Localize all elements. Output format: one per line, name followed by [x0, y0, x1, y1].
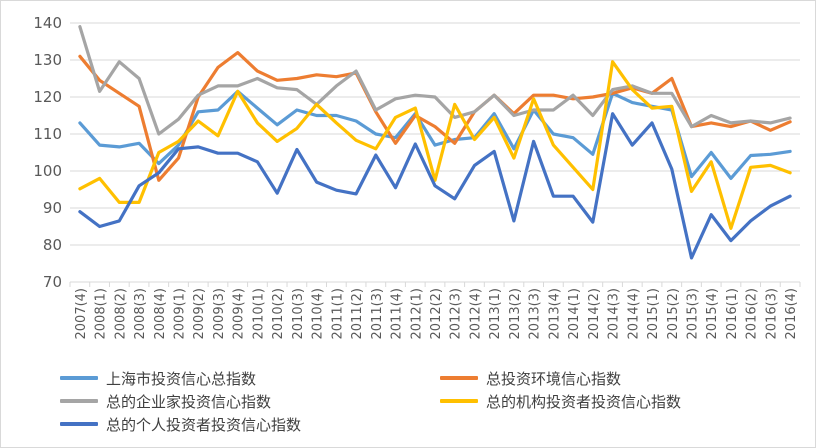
y-tick-label: 90 [43, 199, 62, 217]
x-tick-label: 2008(3) [133, 288, 148, 340]
x-tick-label: 2011(3) [370, 288, 385, 340]
x-tick-label: 2009(1) [173, 288, 188, 340]
x-tick-label: 2008(2) [113, 288, 128, 340]
x-tick-label: 2014(4) [626, 288, 641, 340]
x-tick-label: 2014(3) [607, 288, 622, 340]
series-line-2 [78, 25, 792, 136]
y-tick-label: 140 [33, 14, 62, 32]
x-tick-label: 2016(2) [745, 288, 760, 340]
x-tick-label: 2011(2) [350, 288, 365, 340]
y-tick-label: 80 [43, 236, 62, 254]
x-tick-label: 2010(1) [251, 288, 266, 340]
x-tick-label: 2012(3) [449, 288, 464, 340]
x-tick-label: 2012(4) [468, 288, 483, 340]
x-tick-label: 2015(4) [705, 288, 720, 340]
y-tick-label: 100 [33, 162, 62, 180]
x-tick-label: 2012(2) [429, 288, 444, 340]
x-tick-label: 2009(3) [212, 288, 227, 340]
x-tick-label: 2016(3) [764, 288, 779, 340]
x-tick-label: 2014(1) [567, 288, 582, 340]
y-tick-label: 130 [33, 51, 62, 69]
x-tick-label: 2016(1) [725, 288, 740, 340]
x-tick-label: 2012(1) [409, 288, 424, 340]
x-tick-label: 2008(4) [153, 288, 168, 340]
y-tick-label: 110 [33, 125, 62, 143]
x-tick-label: 2013(1) [488, 288, 503, 340]
series-line-4 [78, 112, 792, 260]
x-tick-label: 2016(4) [784, 288, 799, 340]
x-tick-label: 2008(1) [94, 288, 109, 340]
series-line-3 [78, 60, 792, 230]
x-tick-label: 2011(4) [390, 288, 405, 340]
x-tick-label: 2015(1) [646, 288, 661, 340]
x-tick-label: 2014(2) [587, 288, 602, 340]
x-tick-label: 2015(3) [685, 288, 700, 340]
y-axis-tick-labels: 70 80 90 100 110 120 130 140 [33, 14, 62, 291]
x-tick-label: 2015(2) [666, 288, 681, 340]
x-tick-label: 2011(1) [330, 288, 345, 340]
x-tick-label: 2010(4) [311, 288, 326, 340]
x-tick-label: 2013(3) [528, 288, 543, 340]
x-tick-label: 2010(3) [291, 288, 306, 340]
y-tick-label: 70 [43, 273, 62, 291]
x-tick-label: 2009(4) [232, 288, 247, 340]
x-tick-label: 2013(2) [508, 288, 523, 340]
x-tick-label: 2009(2) [192, 288, 207, 340]
y-tick-label: 120 [33, 88, 62, 106]
series-lines [78, 25, 792, 260]
x-tick-label: 2007(4) [74, 288, 89, 340]
x-tick-label: 2010(2) [271, 288, 286, 340]
x-tick-label: 2013(4) [547, 288, 562, 340]
x-axis-tick-labels: 2007(4) 2008(1) 2008(2) 2008(3) 2008(4) 2009(… [69, 282, 801, 340]
